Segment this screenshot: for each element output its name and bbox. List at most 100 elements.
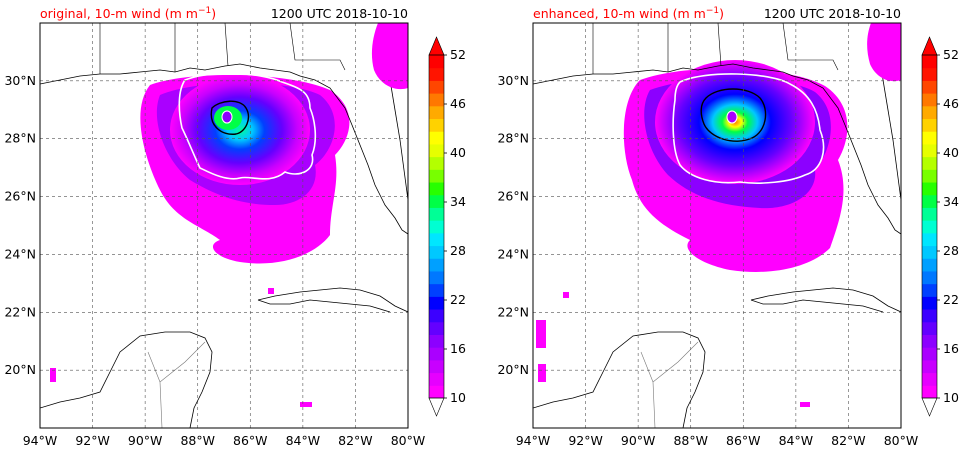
lat-tick-label: 26°N	[497, 189, 529, 204]
wind-field-core	[170, 75, 310, 185]
colorbar-segment	[429, 372, 444, 386]
lon-tick-label: 90°W	[621, 433, 656, 448]
contour-black	[210, 100, 250, 135]
lat-tick-label: 30°N	[4, 73, 36, 88]
map-frame-enhanced	[532, 22, 902, 429]
colorbar-segment	[429, 334, 444, 348]
colorbar-extend-max	[428, 36, 445, 56]
colorbar-segment	[922, 270, 937, 285]
colorbar-enhanced	[921, 36, 938, 417]
colorbar-segment	[429, 93, 444, 107]
lon-tick-label: 86°W	[726, 433, 761, 448]
coastline-cuba	[257, 287, 408, 313]
colorbar-segment	[429, 67, 444, 81]
land-florida-wind	[371, 23, 408, 90]
colorbar-tick-label: 16	[943, 341, 959, 356]
lon-tick-label: 88°W	[180, 433, 215, 448]
coastline-us-gulf	[40, 63, 408, 235]
lon-tick-label: 94°W	[516, 433, 551, 448]
colorbar-tick-label: 40	[450, 145, 466, 160]
colorbar-tick-label: 34	[943, 194, 959, 209]
wind-patch	[50, 368, 56, 382]
colorbar-segment	[922, 131, 937, 145]
colorbar-segment	[922, 93, 937, 107]
lon-tick-label: 82°W	[338, 433, 373, 448]
panel-time-original: 1200 UTC 2018-10-10	[271, 6, 408, 21]
colorbar-frame	[921, 54, 938, 399]
colorbar-segment	[922, 245, 937, 259]
lat-tick-label: 28°N	[497, 131, 529, 146]
colorbar-tick-label: 28	[450, 243, 466, 258]
lat-labels-original: 30°N 28°N 26°N 24°N 22°N 20°N	[4, 73, 36, 377]
colorbar-segment	[922, 232, 937, 247]
lon-tick-label: 84°W	[286, 433, 321, 448]
lon-tick-label: 94°W	[23, 433, 58, 448]
wind-patch	[538, 364, 546, 382]
colorbar-tick-label: 28	[943, 243, 959, 258]
contour-black	[700, 88, 767, 142]
lon-tick-label: 82°W	[831, 433, 866, 448]
land-florida-wind	[867, 23, 901, 82]
colorbar-segment	[429, 321, 444, 335]
colorbar-segment	[429, 359, 444, 374]
colorbar-tick-label: 46	[943, 96, 959, 111]
colorbar-segment	[429, 118, 444, 132]
map-area-original	[40, 23, 408, 428]
colorbar-segment	[429, 296, 444, 310]
colorbar-segment	[922, 67, 937, 81]
wind-patch	[268, 288, 274, 294]
colorbar-segment	[922, 385, 937, 399]
colorbar-segment	[922, 105, 937, 120]
border-yucatan	[147, 341, 206, 428]
colorbar-labels-original: 52 46 40 34 28 22 16 10	[444, 47, 466, 405]
storm-eye	[221, 110, 233, 124]
colorbar-segment	[429, 347, 444, 361]
colorbar-extend-max	[921, 36, 938, 56]
colorbar-segment	[922, 169, 937, 183]
colorbar-tick-label: 34	[450, 194, 466, 209]
colorbar-segment	[429, 245, 444, 259]
colorbar-labels-enhanced: 52 46 40 34 28 22 16 10	[937, 47, 959, 405]
colorbar-segment	[922, 296, 937, 310]
colorbar-segment	[922, 143, 937, 158]
wind-patch	[800, 402, 810, 407]
panel-enhanced: enhanced, 10-m wind (m m−1) 1200 UTC 201…	[497, 6, 958, 448]
state-border-3	[717, 23, 839, 71]
colorbar-segment	[429, 258, 444, 272]
colorbar-original	[428, 36, 445, 417]
colorbar-segment	[429, 220, 444, 234]
colorbar-segment	[922, 309, 937, 323]
coastline-yucatan	[40, 331, 213, 428]
colorbar-tick-label: 52	[943, 47, 959, 62]
colorbar-segment	[922, 372, 937, 386]
state-border-3	[224, 23, 346, 71]
lat-labels-enhanced: 30°N 28°N 26°N 24°N 22°N 20°N	[497, 73, 529, 377]
colorbar-segment	[429, 80, 444, 94]
lat-tick-label: 28°N	[4, 131, 36, 146]
colorbar-segment	[429, 385, 444, 399]
lat-tick-label: 30°N	[497, 73, 529, 88]
colorbar-segment	[429, 105, 444, 120]
lat-tick-label: 22°N	[4, 304, 36, 319]
colorbar-segment	[922, 220, 937, 234]
colorbar-segment	[922, 258, 937, 272]
colorbar-segment	[922, 359, 937, 374]
panel-title-original: original, 10-m wind (m m−1)	[40, 6, 216, 21]
panel-title-enhanced: enhanced, 10-m wind (m m−1)	[533, 6, 724, 21]
colorbar-tick-label: 16	[450, 341, 466, 356]
colorbar-segment	[429, 283, 444, 297]
border-yucatan	[640, 341, 699, 428]
colorbar-segment	[922, 334, 937, 348]
lat-tick-label: 20°N	[4, 362, 36, 377]
coastline-cuba	[750, 287, 901, 313]
colorbar-segment	[922, 347, 937, 361]
colorbar-extend-min	[428, 397, 445, 417]
lon-tick-label: 88°W	[673, 433, 708, 448]
colorbar-tick-label: 52	[450, 47, 466, 62]
colorbar-segment	[922, 283, 937, 297]
lat-tick-label: 20°N	[497, 362, 529, 377]
map-frame-original	[39, 22, 409, 429]
coastline-yucatan	[533, 331, 706, 428]
lon-tick-label: 84°W	[779, 433, 814, 448]
